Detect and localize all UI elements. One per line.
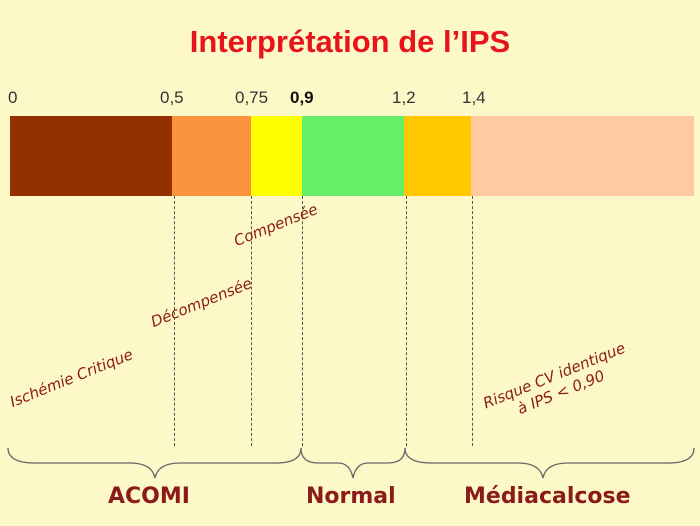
segment-limite: [404, 116, 471, 196]
category-mediacalcose: Médiacalcose: [464, 484, 631, 509]
tick-label-0-5: 0,5: [160, 88, 184, 107]
segment-compensee: [251, 116, 302, 196]
brace-normal: [300, 447, 406, 479]
ips-scale-bar: [10, 116, 694, 196]
dashed-line-1-2: [406, 196, 407, 446]
tick-label-1-2: 1,2: [392, 88, 416, 107]
segment-ischemie: [10, 116, 172, 196]
tick-label-0: 0: [8, 88, 18, 107]
dashed-line-0-5: [174, 196, 175, 446]
category-normal: Normal: [306, 484, 396, 509]
dashed-line-0-9: [302, 196, 303, 446]
dashed-line-0-75: [251, 196, 252, 446]
brace-mediacalcose: [404, 447, 695, 479]
tick-label-0-75: 0,75: [235, 88, 269, 107]
brace-acomi: [7, 447, 302, 479]
tick-label-0-9: 0,9: [290, 88, 314, 107]
segment-decompensee: [172, 116, 251, 196]
dashed-line-1-4: [472, 196, 473, 446]
segment-normal: [302, 116, 404, 196]
segment-mediacalcose: [471, 116, 694, 196]
page-title: Interprétation de l’IPS: [189, 24, 511, 59]
category-acomi: ACOMI: [108, 484, 190, 509]
tick-label-1-4: 1,4: [462, 88, 486, 107]
